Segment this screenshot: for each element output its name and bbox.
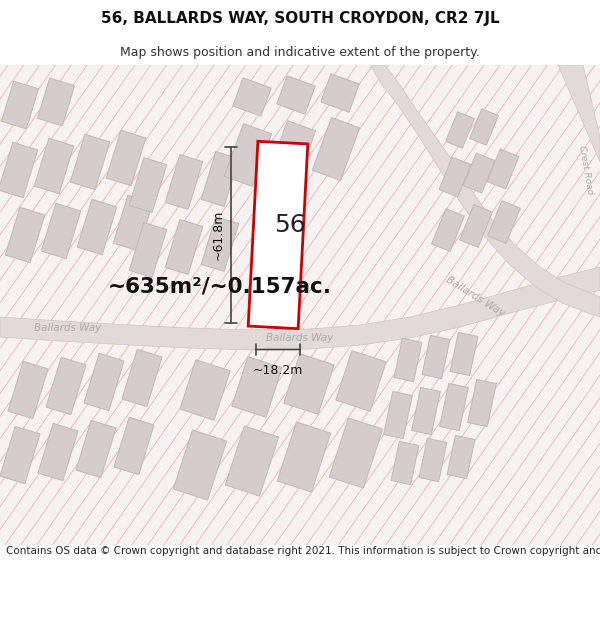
Text: ~61.8m: ~61.8m bbox=[212, 210, 224, 260]
Polygon shape bbox=[165, 219, 203, 274]
Polygon shape bbox=[0, 267, 600, 350]
Polygon shape bbox=[37, 78, 74, 126]
Polygon shape bbox=[224, 124, 272, 186]
Polygon shape bbox=[487, 149, 519, 189]
Polygon shape bbox=[233, 78, 271, 116]
Polygon shape bbox=[201, 217, 239, 271]
Polygon shape bbox=[232, 357, 282, 418]
Polygon shape bbox=[460, 204, 493, 248]
Polygon shape bbox=[370, 65, 600, 317]
Polygon shape bbox=[38, 423, 78, 481]
Text: 56, BALLARDS WAY, SOUTH CROYDON, CR2 7JL: 56, BALLARDS WAY, SOUTH CROYDON, CR2 7JL bbox=[101, 11, 499, 26]
Text: Ballards Way: Ballards Way bbox=[34, 323, 101, 333]
Polygon shape bbox=[84, 353, 124, 411]
Polygon shape bbox=[284, 354, 334, 414]
Polygon shape bbox=[8, 361, 48, 419]
Polygon shape bbox=[226, 426, 278, 496]
Polygon shape bbox=[268, 121, 316, 184]
Polygon shape bbox=[467, 379, 496, 427]
Polygon shape bbox=[165, 154, 203, 209]
Polygon shape bbox=[446, 112, 475, 148]
Text: ~18.2m: ~18.2m bbox=[253, 364, 303, 376]
Polygon shape bbox=[558, 65, 600, 162]
Polygon shape bbox=[248, 141, 308, 329]
Polygon shape bbox=[277, 422, 331, 492]
Polygon shape bbox=[201, 152, 239, 206]
Text: Ballards Way: Ballards Way bbox=[444, 275, 506, 319]
Text: Crest Road: Crest Road bbox=[577, 145, 595, 195]
Polygon shape bbox=[76, 421, 116, 478]
Polygon shape bbox=[383, 391, 412, 439]
Polygon shape bbox=[173, 430, 227, 500]
Polygon shape bbox=[440, 383, 469, 431]
Polygon shape bbox=[41, 203, 81, 259]
Polygon shape bbox=[488, 201, 520, 243]
Polygon shape bbox=[122, 349, 162, 407]
Polygon shape bbox=[329, 418, 383, 488]
Polygon shape bbox=[321, 74, 359, 112]
Polygon shape bbox=[0, 426, 40, 484]
Polygon shape bbox=[114, 418, 154, 474]
Polygon shape bbox=[412, 388, 440, 434]
Text: 56: 56 bbox=[274, 213, 306, 237]
Polygon shape bbox=[336, 351, 386, 411]
Polygon shape bbox=[431, 209, 464, 251]
Polygon shape bbox=[422, 336, 450, 379]
Polygon shape bbox=[106, 130, 146, 186]
Polygon shape bbox=[470, 109, 499, 145]
Polygon shape bbox=[0, 142, 38, 198]
Polygon shape bbox=[391, 441, 419, 484]
Polygon shape bbox=[439, 157, 471, 197]
Text: Ballards Way: Ballards Way bbox=[266, 333, 334, 343]
Polygon shape bbox=[450, 332, 478, 376]
Polygon shape bbox=[313, 118, 359, 181]
Polygon shape bbox=[463, 153, 495, 193]
Polygon shape bbox=[77, 199, 117, 255]
Polygon shape bbox=[129, 222, 167, 278]
Text: Contains OS data © Crown copyright and database right 2021. This information is : Contains OS data © Crown copyright and d… bbox=[6, 546, 600, 556]
Polygon shape bbox=[70, 134, 110, 190]
Polygon shape bbox=[46, 357, 86, 414]
Polygon shape bbox=[34, 138, 74, 194]
Text: Map shows position and indicative extent of the property.: Map shows position and indicative extent… bbox=[120, 46, 480, 59]
Polygon shape bbox=[394, 338, 422, 382]
Polygon shape bbox=[419, 438, 447, 482]
Polygon shape bbox=[277, 76, 315, 114]
Polygon shape bbox=[129, 158, 167, 212]
Polygon shape bbox=[1, 81, 38, 129]
Text: ~635m²/~0.157ac.: ~635m²/~0.157ac. bbox=[108, 277, 332, 297]
Polygon shape bbox=[5, 208, 45, 262]
Polygon shape bbox=[180, 360, 230, 420]
Polygon shape bbox=[113, 195, 153, 251]
Polygon shape bbox=[447, 436, 475, 479]
